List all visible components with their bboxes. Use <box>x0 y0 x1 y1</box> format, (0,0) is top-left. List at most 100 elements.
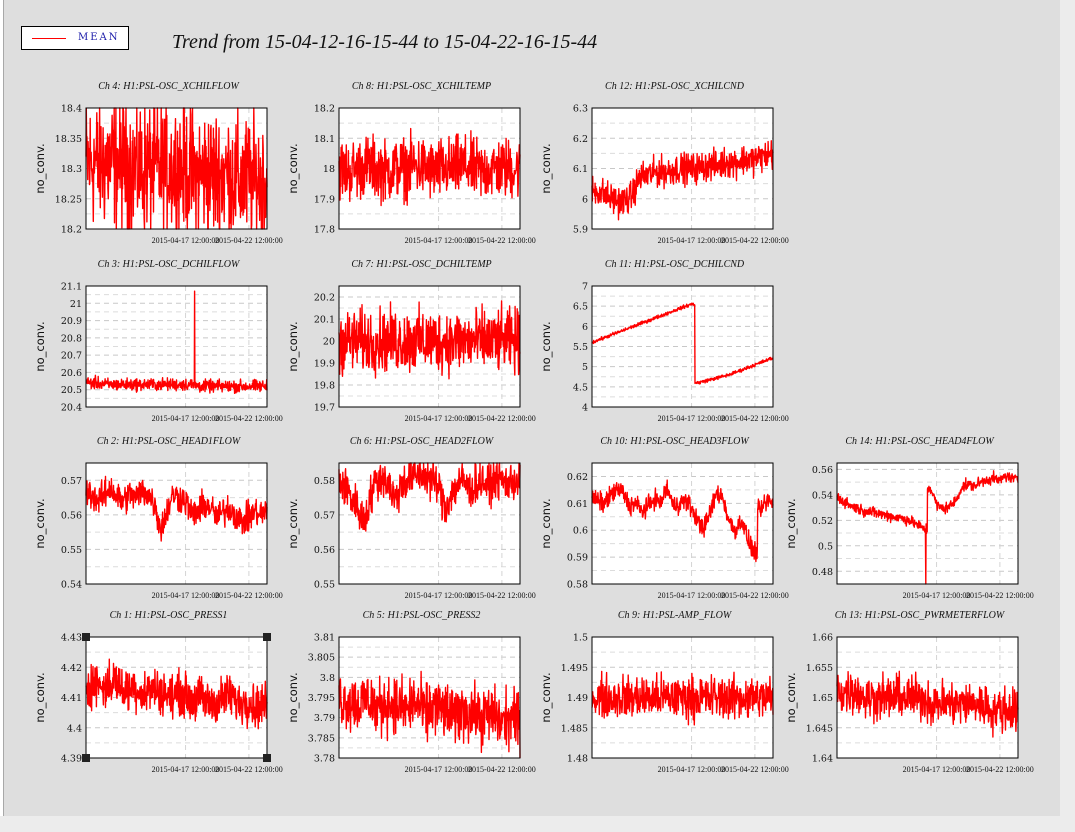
chart-title: Ch 7: H1:PSL-OSC_DCHILTEMP <box>351 259 491 270</box>
y-axis-label: no_conv. <box>33 143 47 193</box>
plot-frame <box>85 462 268 585</box>
chart-7: Ch 2: H1:PSL-OSC_HEAD1FLOW 0.54 0.55 0.56 0.… <box>33 436 283 600</box>
y-tick-label: 3.78 <box>314 754 335 765</box>
y-axis-label: no_conv. <box>539 143 553 193</box>
y-tick-label: 18.2 <box>314 104 335 115</box>
y-tick-label: 5.9 <box>573 225 588 236</box>
y-axis-label: no_conv. <box>784 498 798 548</box>
chart-8: Ch 6: H1:PSL-OSC_HEAD2FLOW 0.55 0.56 0.57 0.… <box>286 436 536 600</box>
y-tick-label: 3.81 <box>314 633 335 644</box>
y-tick-label: 0.55 <box>314 580 335 591</box>
plot-frame <box>591 285 774 408</box>
y-tick-label: 0.62 <box>567 472 588 483</box>
y-tick-label: 0.54 <box>61 580 82 591</box>
y-tick-label: 1.5 <box>573 633 588 644</box>
chart-title: Ch 1: H1:PSL-OSC_PRESS1 <box>110 610 228 621</box>
chart-title: Ch 5: H1:PSL-OSC_PRESS2 <box>363 610 481 621</box>
chart-title: Ch 8: H1:PSL-OSC_XCHILTEMP <box>352 81 491 92</box>
y-tick-label: 0.57 <box>314 510 335 521</box>
y-tick-label: 17.9 <box>314 194 335 205</box>
chart-title: Ch 9: H1:PSL-AMP_FLOW <box>618 610 733 621</box>
x-tick-label: 2015-04-17 12:00:00 <box>903 765 971 774</box>
plot-area <box>592 463 773 584</box>
y-tick-label: 7 <box>582 282 588 293</box>
y-tick-label: 19.7 <box>314 403 335 414</box>
y-tick-label: 1.655 <box>806 663 833 674</box>
plot-frame <box>591 107 774 230</box>
y-tick-label: 0.58 <box>314 476 335 487</box>
y-tick-label: 18 <box>323 164 335 175</box>
x-tick-label: 2015-04-22 12:00:00 <box>721 414 789 423</box>
chart-2: Ch 8: H1:PSL-OSC_XCHILTEMP 17.8 17.9 18 18.1… <box>286 81 536 245</box>
chart-6: Ch 11: H1:PSL-OSC_DCHILCND 4 4.5 5 5.5 6 6.5 7 n… <box>539 259 789 423</box>
y-tick-label: 4 <box>582 403 588 414</box>
data-trace <box>338 670 521 759</box>
y-tick-label: 4.43 <box>61 633 82 644</box>
plot-frame <box>591 636 774 759</box>
x-tick-label: 2015-04-22 12:00:00 <box>215 765 283 774</box>
y-tick-label: 3.79 <box>314 713 335 724</box>
y-tick-label: 0.48 <box>812 567 833 578</box>
legend-line-swatch <box>32 38 66 39</box>
y-tick-label: 4.41 <box>61 693 82 704</box>
selection-handle <box>82 754 90 762</box>
y-tick-label: 3.805 <box>308 653 335 664</box>
y-tick-label: 21 <box>70 299 82 310</box>
x-tick-label: 2015-04-22 12:00:00 <box>721 236 789 245</box>
x-tick-label: 2015-04-17 12:00:00 <box>658 765 726 774</box>
x-tick-label: 2015-04-17 12:00:00 <box>658 236 726 245</box>
x-tick-label: 2015-04-17 12:00:00 <box>152 765 220 774</box>
x-tick-label: 2015-04-22 12:00:00 <box>966 765 1034 774</box>
y-tick-label: 20.2 <box>314 293 335 304</box>
y-tick-label: 0.55 <box>61 545 82 556</box>
data-trace <box>591 140 774 221</box>
y-tick-label: 18.25 <box>55 194 82 205</box>
x-tick-label: 2015-04-22 12:00:00 <box>966 591 1034 600</box>
y-tick-label: 5 <box>582 362 588 373</box>
y-tick-label: 0.52 <box>812 516 833 527</box>
y-axis-label: no_conv. <box>286 143 300 193</box>
y-axis-label: no_conv. <box>286 498 300 548</box>
y-tick-label: 1.66 <box>812 633 833 644</box>
x-tick-label: 2015-04-22 12:00:00 <box>721 765 789 774</box>
plot-frame <box>85 285 268 408</box>
y-tick-label: 20.8 <box>61 333 82 344</box>
y-tick-label: 0.5 <box>818 541 833 552</box>
legend: MEAN <box>21 26 129 50</box>
y-tick-label: 6.3 <box>573 104 588 115</box>
x-tick-label: 2015-04-17 12:00:00 <box>152 414 220 423</box>
x-tick-label: 2015-04-22 12:00:00 <box>468 236 536 245</box>
y-tick-label: 4.5 <box>573 382 588 393</box>
y-tick-label: 0.57 <box>61 476 82 487</box>
y-axis-label: no_conv. <box>33 672 47 722</box>
y-axis-label: no_conv. <box>539 672 553 722</box>
y-tick-label: 18.1 <box>314 134 335 145</box>
y-axis-label: no_conv. <box>33 498 47 548</box>
y-tick-label: 1.645 <box>806 723 833 734</box>
y-tick-label: 6.5 <box>573 302 588 313</box>
right-margin <box>1060 0 1075 832</box>
chart-title: Ch 10: H1:PSL-OSC_HEAD3FLOW <box>600 436 750 447</box>
y-axis-label: no_conv. <box>539 498 553 548</box>
chart-title: Ch 6: H1:PSL-OSC_HEAD2FLOW <box>350 436 495 447</box>
y-tick-label: 18.3 <box>61 164 82 175</box>
page-title: Trend from 15-04-12-16-15-44 to 15-04-22… <box>172 31 598 53</box>
selection-handle <box>263 754 271 762</box>
y-tick-label: 1.495 <box>561 663 588 674</box>
chart-1: Ch 4: H1:PSL-OSC_XCHILFLOW 18.2 18.25 18.3 1… <box>33 81 283 245</box>
plot-frame <box>338 636 521 759</box>
y-tick-label: 1.49 <box>567 693 588 704</box>
selection-handle <box>82 633 90 641</box>
x-tick-label: 2015-04-22 12:00:00 <box>468 591 536 600</box>
y-axis-label: no_conv. <box>784 672 798 722</box>
y-tick-label: 3.785 <box>308 733 335 744</box>
x-tick-label: 2015-04-22 12:00:00 <box>215 236 283 245</box>
data-trace <box>591 670 774 726</box>
x-tick-label: 2015-04-17 12:00:00 <box>903 591 971 600</box>
data-trace <box>85 475 268 542</box>
plot-frame <box>338 285 521 408</box>
plot-frame <box>85 636 268 759</box>
chart-title: Ch 4: H1:PSL-OSC_XCHILFLOW <box>98 81 240 92</box>
y-tick-label: 1.48 <box>567 754 588 765</box>
